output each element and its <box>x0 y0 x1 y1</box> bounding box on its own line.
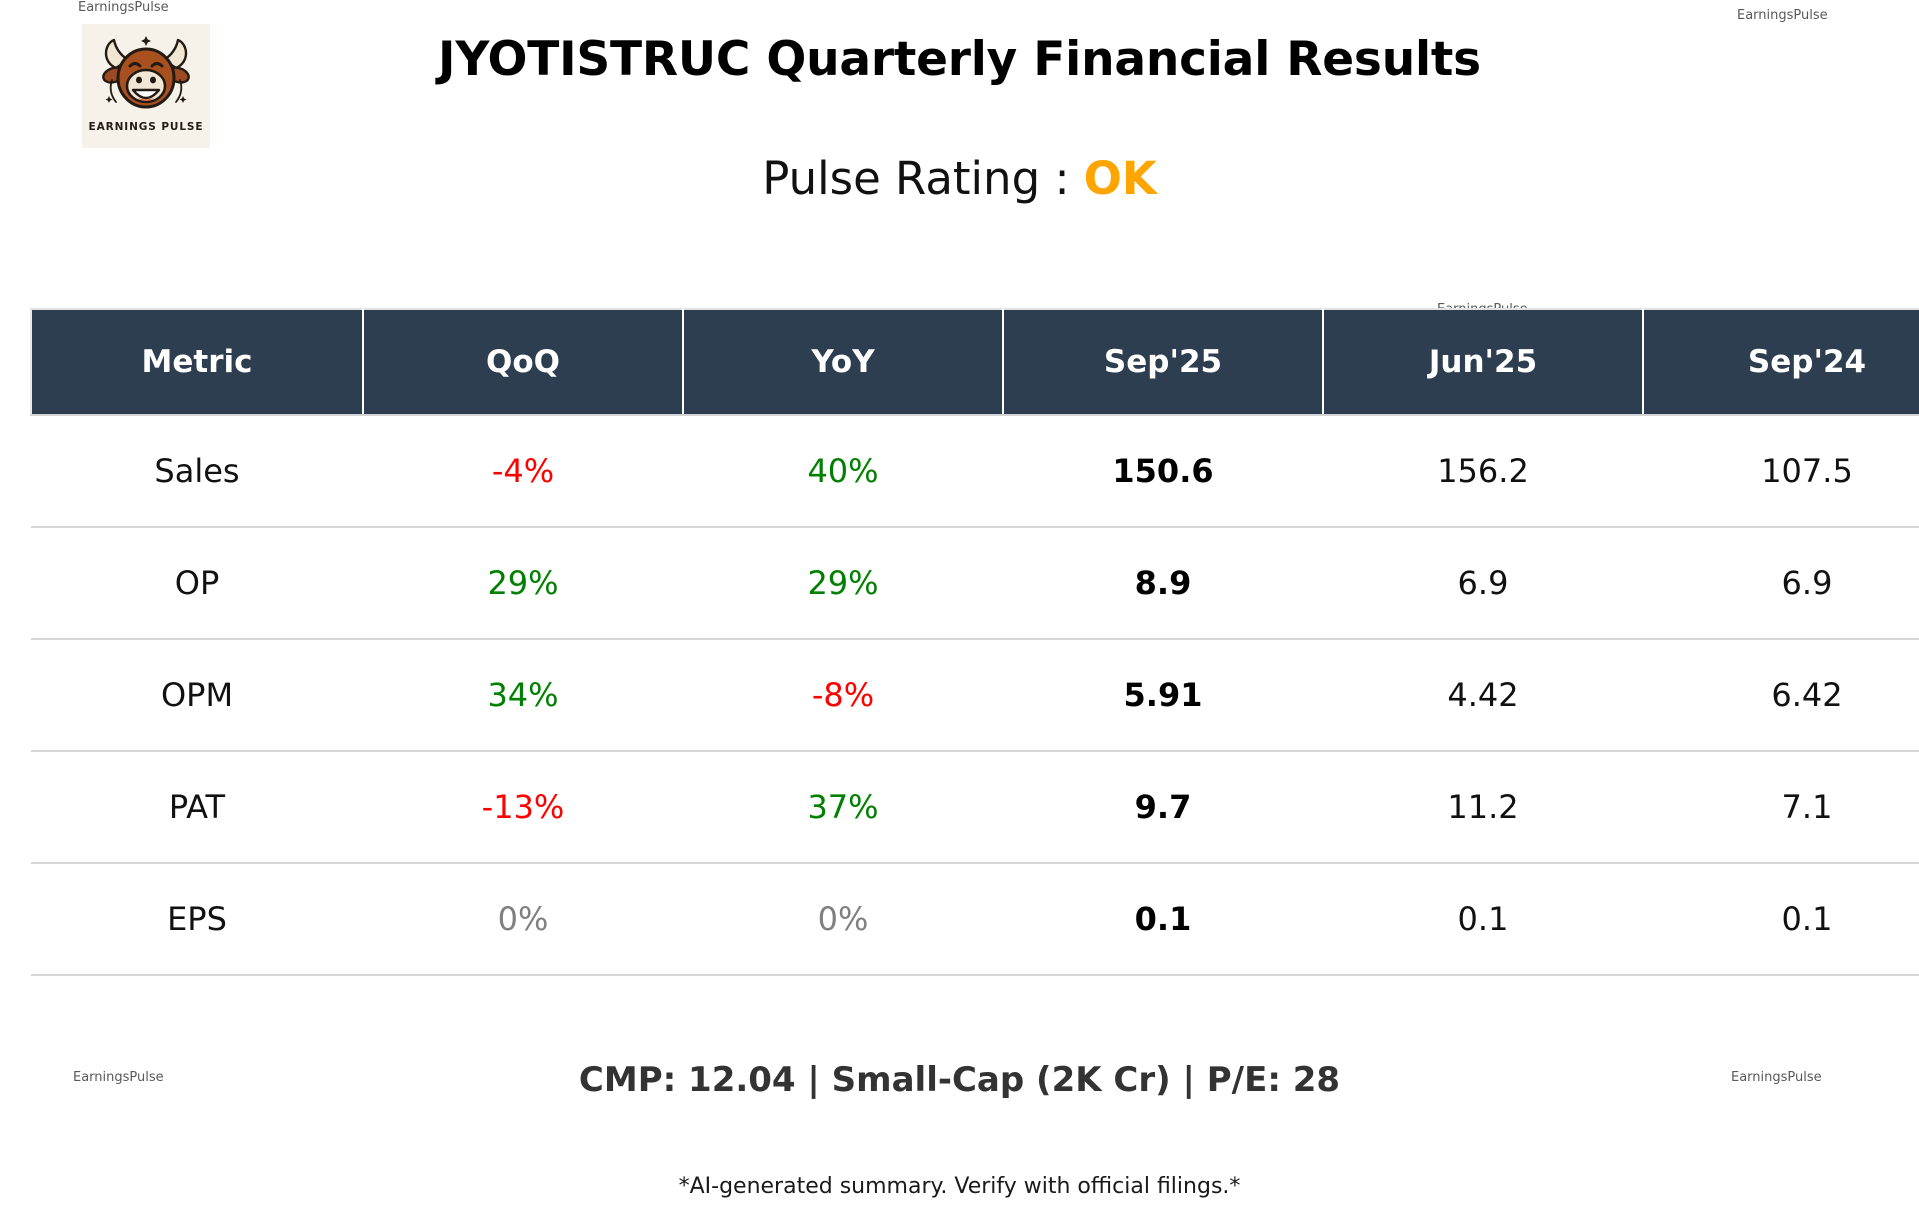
cell-current-quarter: 0.1 <box>1003 863 1323 976</box>
earnings-pulse-logo: EARNINGS PULSE <box>82 24 210 148</box>
cell-yoy: 0% <box>683 863 1003 976</box>
cell-year-ago-quarter: 107.5 <box>1643 415 1919 528</box>
cell-year-ago-quarter: 6.42 <box>1643 639 1919 752</box>
cell-previous-quarter: 6.9 <box>1323 527 1643 640</box>
market-summary: CMP: 12.04 | Small-Cap (2K Cr) | P/E: 28 <box>578 1060 1341 1100</box>
cell-year-ago-quarter: 7.1 <box>1643 751 1919 864</box>
cell-year-ago-quarter: 6.9 <box>1643 527 1919 640</box>
table-row: OPM 34% -8% 5.91 4.42 6.42 <box>31 639 1919 752</box>
cell-current-quarter: 8.9 <box>1003 527 1323 640</box>
table-row: EPS 0% 0% 0.1 0.1 0.1 <box>31 863 1919 976</box>
column-header-jun-25: Jun'25 <box>1323 308 1644 416</box>
cell-yoy: -8% <box>683 639 1003 752</box>
table-body: Sales -4% 40% 150.6 156.2 107.5 OP 29% 29% 8.9 6.9… <box>31 415 1919 976</box>
cell-previous-quarter: 0.1 <box>1323 863 1643 976</box>
cell-qoq: 34% <box>363 639 683 752</box>
logo-caption: EARNINGS PULSE <box>88 121 204 133</box>
bull-mascot-icon <box>94 28 198 120</box>
cell-metric-name: OPM <box>31 639 363 752</box>
cell-qoq: 0% <box>363 863 683 976</box>
table-row: PAT -13% 37% 9.7 11.2 7.1 <box>31 751 1919 864</box>
cell-previous-quarter: 156.2 <box>1323 415 1643 528</box>
column-header-sep-25: Sep'25 <box>1003 308 1324 416</box>
page-title: JYOTISTRUC Quarterly Financial Results <box>438 32 1481 87</box>
column-header-sep-24: Sep'24 <box>1643 308 1919 416</box>
pulse-rating-value: OK <box>1083 152 1157 205</box>
disclaimer-text: *AI-generated summary. Verify with offic… <box>678 1174 1241 1199</box>
pulse-rating-label: Pulse Rating : <box>762 152 1070 205</box>
cell-previous-quarter: 11.2 <box>1323 751 1643 864</box>
table-row: OP 29% 29% 8.9 6.9 6.9 <box>31 527 1919 640</box>
watermark-label: EarningsPulse <box>1737 8 1828 23</box>
pulse-rating: Pulse Rating : OK <box>0 152 1919 205</box>
table-header: Metric QoQ YoY Sep'25 Jun'25 Sep'24 <box>30 308 1919 416</box>
cell-qoq: -4% <box>363 415 683 528</box>
table-row: Sales -4% 40% 150.6 156.2 107.5 <box>31 415 1919 528</box>
cell-metric-name: EPS <box>31 863 363 976</box>
cell-current-quarter: 5.91 <box>1003 639 1323 752</box>
cell-metric-name: OP <box>31 527 363 640</box>
cell-metric-name: PAT <box>31 751 363 864</box>
column-header-qoq: QoQ <box>363 308 684 416</box>
financial-results-table: Metric QoQ YoY Sep'25 Jun'25 Sep'24 Sales -4% 4… <box>30 308 1919 976</box>
column-header-metric: Metric <box>30 308 364 416</box>
cell-metric-name: Sales <box>31 415 363 528</box>
cell-current-quarter: 150.6 <box>1003 415 1323 528</box>
cell-current-quarter: 9.7 <box>1003 751 1323 864</box>
cell-qoq: 29% <box>363 527 683 640</box>
cell-previous-quarter: 4.42 <box>1323 639 1643 752</box>
cell-year-ago-quarter: 0.1 <box>1643 863 1919 976</box>
cell-yoy: 40% <box>683 415 1003 528</box>
cell-yoy: 29% <box>683 527 1003 640</box>
table-header-row: Metric QoQ YoY Sep'25 Jun'25 Sep'24 <box>30 308 1919 416</box>
cell-yoy: 37% <box>683 751 1003 864</box>
financial-table-wrapper: Metric QoQ YoY Sep'25 Jun'25 Sep'24 Sales -4% 4… <box>30 308 1919 976</box>
column-header-yoy: YoY <box>683 308 1004 416</box>
cell-qoq: -13% <box>363 751 683 864</box>
watermark-label: EarningsPulse <box>78 0 169 15</box>
